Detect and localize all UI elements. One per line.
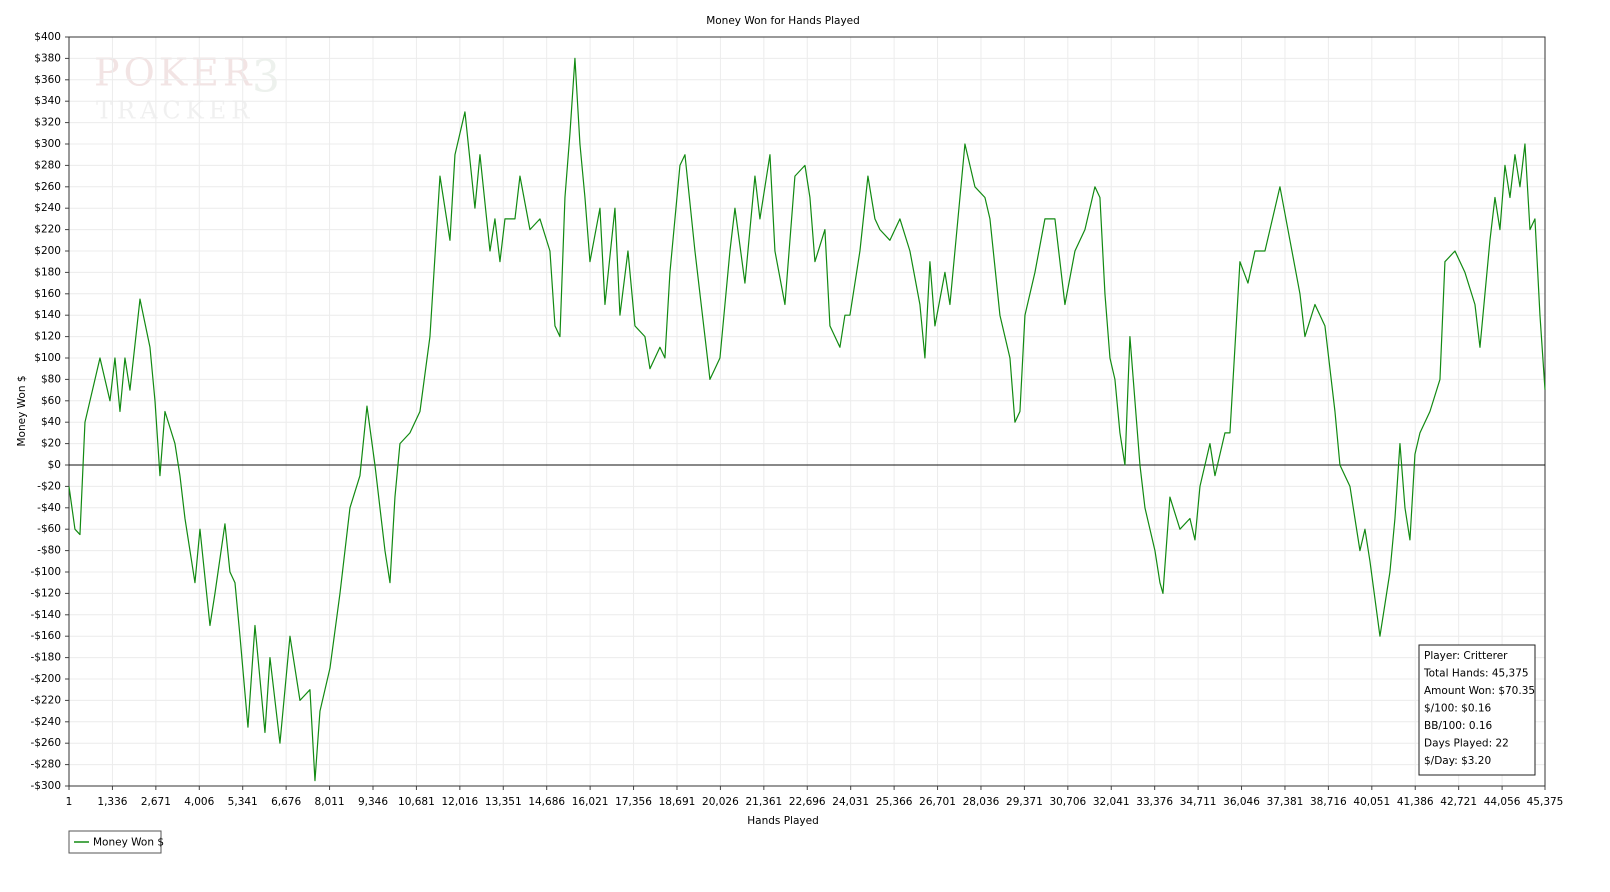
y-tick-label: $200 bbox=[34, 245, 61, 257]
y-tick-label: $100 bbox=[34, 352, 61, 364]
y-tick-label: $260 bbox=[34, 181, 61, 193]
y-tick-label: $280 bbox=[34, 159, 61, 171]
y-tick-label: $400 bbox=[34, 31, 61, 43]
x-tick-label: 37,381 bbox=[1267, 796, 1304, 808]
y-tick-label: -$240 bbox=[30, 716, 61, 728]
x-tick-label: 10,681 bbox=[398, 796, 435, 808]
legend-label: Money Won $ bbox=[93, 837, 164, 849]
x-tick-label: 22,696 bbox=[789, 796, 826, 808]
stats-box bbox=[1418, 644, 1536, 776]
y-tick-label: $0 bbox=[48, 459, 61, 471]
x-tick-label: 13,351 bbox=[485, 796, 522, 808]
x-tick-label: 36,046 bbox=[1223, 796, 1260, 808]
stats-text: Total Hands: 45,375 bbox=[1423, 668, 1529, 680]
x-tick-label: 16,021 bbox=[572, 796, 609, 808]
x-tick-label: 34,711 bbox=[1180, 796, 1217, 808]
y-tick-label: $180 bbox=[34, 266, 61, 278]
y-tick-label: $240 bbox=[34, 202, 61, 214]
series-line bbox=[68, 57, 1546, 782]
y-tick-label: -$220 bbox=[30, 694, 61, 706]
y-tick-label: $340 bbox=[34, 95, 61, 107]
stats-text: $/Day: $3.20 bbox=[1424, 755, 1491, 767]
y-tick-label: -$60 bbox=[37, 523, 61, 535]
watermark: POKER 3 TRACKER bbox=[94, 51, 280, 125]
x-tick-label: 24,031 bbox=[832, 796, 869, 808]
y-axis-label: Money Won $ bbox=[16, 375, 28, 446]
x-tick-label: 6,676 bbox=[271, 796, 301, 808]
y-tick-label: $40 bbox=[41, 416, 61, 428]
y-tick-label: -$140 bbox=[30, 609, 61, 621]
x-tick-label: 20,026 bbox=[702, 796, 739, 808]
y-tick-label: -$100 bbox=[30, 566, 61, 578]
plot-border bbox=[68, 36, 1546, 787]
watermark-text: POKER bbox=[94, 51, 255, 95]
x-tick-label: 21,361 bbox=[745, 796, 782, 808]
y-tick-label: $360 bbox=[34, 74, 61, 86]
y-tick-label: $220 bbox=[34, 224, 61, 236]
x-tick-label: 5,341 bbox=[228, 796, 258, 808]
x-tick-label: 29,371 bbox=[1006, 796, 1043, 808]
stats-text: Amount Won: $70.35 bbox=[1424, 685, 1535, 697]
x-tick-label: 1 bbox=[66, 796, 73, 808]
chart-title: Money Won for Hands Played bbox=[706, 15, 860, 27]
x-axis-label: Hands Played bbox=[747, 815, 818, 827]
x-tick-label: 17,356 bbox=[615, 796, 652, 808]
x-tick-label: 44,056 bbox=[1484, 796, 1521, 808]
y-tick-label: -$20 bbox=[37, 480, 61, 492]
y-tick-label: -$40 bbox=[37, 502, 61, 514]
x-tick-label: 1,336 bbox=[97, 796, 127, 808]
x-tick-label: 14,686 bbox=[528, 796, 565, 808]
y-tick-label: -$120 bbox=[30, 587, 61, 599]
x-tick-label: 4,006 bbox=[184, 796, 214, 808]
x-tick-label: 25,366 bbox=[876, 796, 913, 808]
y-tick-label: -$200 bbox=[30, 673, 61, 685]
y-tick-label: -$160 bbox=[30, 630, 61, 642]
y-tick-label: -$300 bbox=[30, 780, 61, 792]
x-tick-label: 38,716 bbox=[1310, 796, 1347, 808]
x-tick-label: 42,721 bbox=[1440, 796, 1477, 808]
watermark-mark: 3 bbox=[252, 52, 280, 103]
stats-text: $/100: $0.16 bbox=[1424, 703, 1492, 715]
y-tick-label: $300 bbox=[34, 138, 61, 150]
y-tick-label: -$260 bbox=[30, 737, 61, 749]
y-tick-label: $120 bbox=[34, 331, 61, 343]
x-tick-label: 18,691 bbox=[659, 796, 696, 808]
x-tick-label: 30,706 bbox=[1049, 796, 1086, 808]
y-tick-label: $20 bbox=[41, 438, 61, 450]
x-tick-label: 41,386 bbox=[1397, 796, 1434, 808]
x-tick-label: 28,036 bbox=[963, 796, 1000, 808]
x-tick-label: 45,375 bbox=[1527, 796, 1564, 808]
y-tick-label: $140 bbox=[34, 309, 61, 321]
y-tick-label: $160 bbox=[34, 288, 61, 300]
x-tick-label: 26,701 bbox=[919, 796, 956, 808]
y-tick-label: -$180 bbox=[30, 652, 61, 664]
x-tick-label: 9,346 bbox=[358, 796, 388, 808]
y-tick-label: $60 bbox=[41, 395, 61, 407]
legend-box bbox=[68, 830, 162, 854]
x-tick-label: 33,376 bbox=[1136, 796, 1173, 808]
y-tick-label: $80 bbox=[41, 373, 61, 385]
y-tick-label: $380 bbox=[34, 52, 61, 64]
x-tick-label: 32,041 bbox=[1093, 796, 1130, 808]
x-tick-label: 8,011 bbox=[315, 796, 345, 808]
x-tick-label: 12,016 bbox=[441, 796, 478, 808]
y-tick-label: -$80 bbox=[37, 545, 61, 557]
y-tick-label: $320 bbox=[34, 117, 61, 129]
stats-text: Player: Critterer bbox=[1424, 650, 1508, 662]
y-tick-label: -$280 bbox=[30, 759, 61, 771]
x-tick-label: 40,051 bbox=[1353, 796, 1390, 808]
stats-text: Days Played: 22 bbox=[1424, 738, 1509, 750]
x-tick-label: 2,671 bbox=[141, 796, 171, 808]
stats-text: BB/100: 0.16 bbox=[1424, 720, 1493, 732]
